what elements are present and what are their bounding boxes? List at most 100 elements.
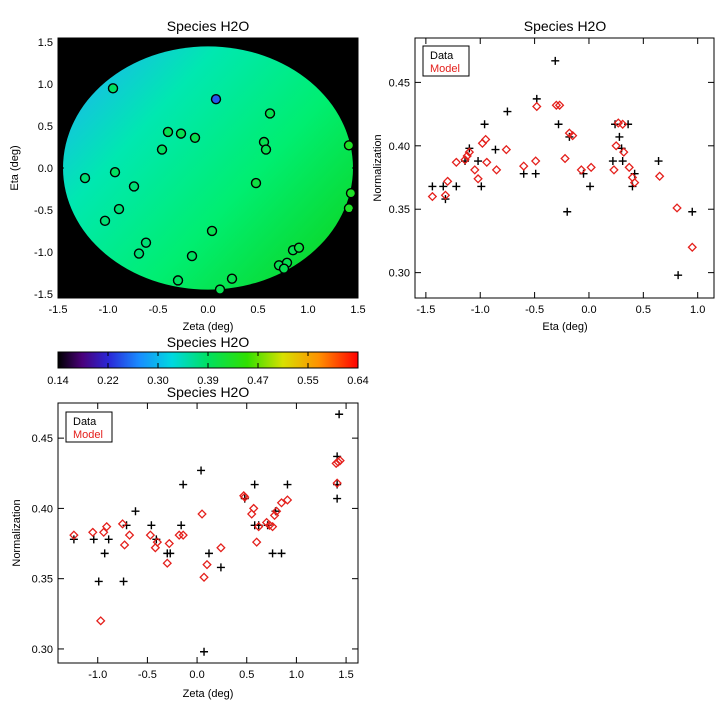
eta-model-point <box>567 130 578 141</box>
zeta-x-tick-label: -0.5 <box>138 669 157 681</box>
zeta-model-point <box>240 492 250 502</box>
eta-model-point <box>530 156 541 166</box>
eta-model-point <box>611 141 621 151</box>
eta-scatter-panel: Species H2O -1.5 -1.0 -0.5 0.0 0.5 1.0 0.300.… <box>372 18 715 333</box>
zeta-data-point <box>216 563 225 572</box>
zeta-y-tick-label: 0.30 <box>32 644 53 656</box>
zeta-model-point <box>202 559 212 570</box>
map-y-tick-label: 0.5 <box>38 121 53 133</box>
map-panel: Species H2O -1.5 -1.0 -0.5 0.0 0.5 1.0 1.5 -1.… <box>9 18 366 333</box>
eta-model-point <box>501 144 512 155</box>
eta-data-point <box>474 157 483 166</box>
zeta-plot-title: Species H2O <box>167 384 250 400</box>
map-point <box>250 177 262 189</box>
zeta-legend-box <box>65 411 113 443</box>
map-x-ticks: -1.5 -1.0 -0.5 0.0 0.5 1.0 1.5 <box>49 38 366 316</box>
eta-data-point <box>654 157 663 166</box>
eta-x-label: Eta (deg) <box>542 321 587 333</box>
zeta-model-point <box>152 537 163 547</box>
zeta-legend: Data Model <box>65 411 113 443</box>
map-point <box>264 108 276 119</box>
map-y-tick-label: 1.0 <box>38 79 53 91</box>
eta-model-point <box>586 162 596 173</box>
zeta-model-point <box>267 521 278 532</box>
map-point <box>140 237 152 248</box>
colorbar-tick-label: 0.55 <box>297 375 318 387</box>
zeta-model-point <box>276 498 287 508</box>
eta-model-point <box>491 165 502 175</box>
eta-x-tick-label: -1.0 <box>471 304 490 316</box>
eta-model-point <box>687 242 697 252</box>
zeta-data-marks <box>69 410 345 656</box>
eta-model-point <box>442 176 453 187</box>
map-point <box>278 263 290 274</box>
zeta-x-tick-label: 1.0 <box>289 669 304 681</box>
eta-y-tick-label: 0.30 <box>389 268 410 280</box>
map-point <box>210 94 222 105</box>
map-disc <box>63 46 353 290</box>
zeta-data-point <box>268 549 277 558</box>
map-x-tick-label: 1.0 <box>300 304 315 316</box>
eta-legend-data: Data <box>430 50 454 62</box>
eta-model-point <box>519 161 529 171</box>
eta-model-point <box>624 162 634 173</box>
zeta-model-point <box>88 527 98 538</box>
zeta-data-point <box>204 549 213 558</box>
map-point <box>260 144 272 155</box>
eta-x-tick-label: 0.5 <box>636 304 651 316</box>
zeta-data-point <box>122 521 131 530</box>
map-y-tick-label: 1.5 <box>38 37 53 49</box>
map-point <box>206 225 218 237</box>
map-point <box>186 250 198 262</box>
eta-plot-frame <box>414 37 715 299</box>
colorbar-tick-label: 0.39 <box>197 375 218 387</box>
zeta-model-point <box>119 540 130 550</box>
eta-model-point <box>654 171 665 181</box>
eta-data-point <box>532 94 541 103</box>
zeta-data-point <box>119 577 128 586</box>
eta-x-tick-label: 0.0 <box>581 304 596 316</box>
map-y-ticks: -1.5 -1.0 -0.5 0.0 0.5 1.0 1.5 <box>34 37 358 301</box>
eta-legend: Data Model <box>422 45 470 77</box>
map-point <box>189 132 201 144</box>
eta-x-tick-label: 1.0 <box>690 304 705 316</box>
zeta-x-tick-label: 0.5 <box>239 669 254 681</box>
zeta-model-point <box>124 530 135 540</box>
zeta-model-point <box>271 506 282 516</box>
colorbar: Species H2O 0.14 0.22 0.30 0.39 0.47 0.55 0.64… <box>47 334 368 400</box>
zeta-scatter-panel: -1.0 -0.5 0.0 0.5 1.0 1.5 0.30 0.35 0.40 0.45 Da… <box>11 402 359 700</box>
eta-model-point <box>629 177 640 188</box>
zeta-model-point <box>98 527 109 538</box>
map-point <box>226 273 238 284</box>
colorbar-tick-label: 0.47 <box>247 375 268 387</box>
zeta-data-point <box>104 535 113 544</box>
eta-model-point <box>473 174 483 184</box>
map-point <box>113 203 125 215</box>
zeta-model-point <box>248 503 259 514</box>
eta-model-point <box>470 165 480 175</box>
zeta-x-tick-label: -1.0 <box>88 669 107 681</box>
map-x-tick-label: -1.0 <box>99 304 118 316</box>
zeta-data-point <box>200 647 209 656</box>
zeta-model-point <box>282 495 293 505</box>
eta-model-point <box>482 157 492 168</box>
map-point <box>156 144 168 155</box>
colorbar-tick-label: 0.30 <box>147 375 168 387</box>
eta-model-point <box>672 203 682 213</box>
map-x-tick-label: -1.5 <box>49 304 68 316</box>
zeta-y-tick-label: 0.45 <box>32 433 53 445</box>
map-x-label: Zeta (deg) <box>183 321 234 333</box>
eta-y-tick-label: 0.35 <box>389 204 410 216</box>
eta-legend-box <box>422 45 470 77</box>
zeta-x-tick-label: 0.0 <box>189 669 204 681</box>
eta-model-point <box>560 153 570 164</box>
zeta-model-point <box>197 509 207 519</box>
zeta-y-tick-label: 0.35 <box>32 574 53 586</box>
map-point <box>172 275 184 286</box>
zeta-data-point <box>131 507 140 516</box>
zeta-model-point <box>117 519 128 529</box>
eta-model-point <box>617 119 628 129</box>
zeta-data-point <box>177 521 186 530</box>
zeta-model-point <box>216 543 226 553</box>
